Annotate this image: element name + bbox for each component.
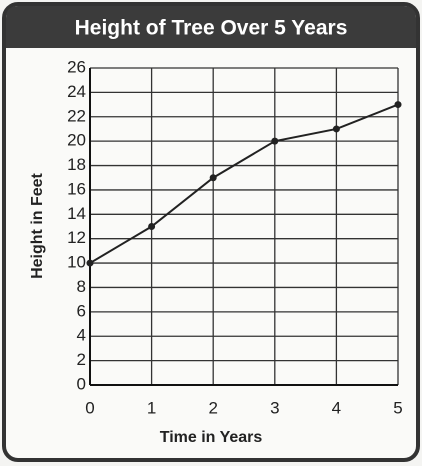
x-tick-label: 0 [85, 398, 94, 417]
y-tick-label: 2 [77, 350, 86, 369]
y-tick-label: 14 [67, 204, 86, 223]
x-tick-label: 5 [393, 398, 402, 417]
y-tick-label: 4 [77, 326, 86, 345]
y-tick-label: 12 [67, 228, 86, 247]
x-tick-label: 1 [147, 398, 156, 417]
y-tick-label: 8 [77, 277, 86, 296]
y-tick-label: 16 [67, 179, 86, 198]
data-point [148, 223, 156, 230]
data-line [89, 103, 399, 264]
frame [2, 2, 420, 462]
y-tick-label: 26 [67, 57, 86, 76]
x-tick-label: 3 [270, 398, 279, 417]
y-tick-label: 6 [77, 301, 86, 320]
data-point [332, 125, 340, 133]
data-point [271, 137, 279, 145]
chart-title: Height of Tree Over 5 Years [75, 17, 348, 40]
y-axis-label: Height in Feet [29, 172, 46, 278]
x-tick-label: 4 [332, 398, 341, 417]
x-axis-label: Time in Years [160, 429, 263, 446]
y-tick-label: 10 [67, 253, 86, 272]
y-tick-label: 20 [67, 131, 86, 150]
y-tick-label: 22 [67, 106, 86, 125]
y-tick-label: 24 [67, 82, 86, 101]
y-tick-label: 18 [67, 155, 86, 174]
title-bar [6, 6, 416, 48]
data-point [86, 259, 94, 267]
y-tick-label: 0 [77, 374, 86, 393]
data-point [394, 101, 402, 109]
x-tick-label: 2 [208, 398, 217, 417]
data-point [209, 174, 217, 182]
